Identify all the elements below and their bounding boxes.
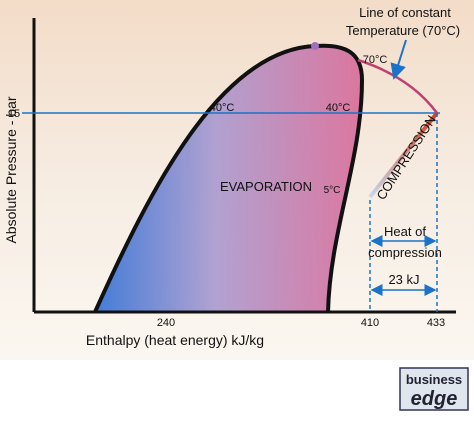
y-tick-label: 15 [8,108,20,120]
x-tick-label: 433 [427,317,445,329]
annotation: Heat of [384,224,426,239]
compression-line [368,111,439,199]
temperature-label: 5°C [324,185,341,196]
callout-arrow [390,39,407,80]
constant-temperature-curve [357,58,439,114]
temperature-label: 40°C [326,102,351,114]
temperature-label: 70°C [363,54,388,66]
annotation: 23 kJ [388,272,419,287]
process-label: EVAPORATION [220,179,312,194]
x-tick-label: 240 [157,317,175,329]
saturation-curve [93,43,365,313]
x-axis-label: Enthalpy (heat energy) kJ/kg [86,332,264,348]
x-tick-label: 410 [361,317,379,329]
logo-text: edge [411,388,458,410]
y-axis-label: Absolute Pressure - bar [3,96,19,243]
critical-point [311,42,319,50]
footer [0,360,474,416]
logo: business edge [399,367,469,411]
logo-text: business [406,372,462,387]
temperature-label: 40°C [210,102,235,114]
callout-text: Temperature (70°C) [346,23,460,38]
callout-text: Line of constant [359,5,451,20]
logo-box [399,367,469,411]
annotation: compression [368,245,442,260]
